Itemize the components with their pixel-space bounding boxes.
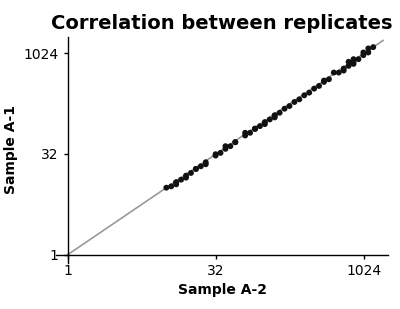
Point (311, 86, 317, 91)
Point (193, 167, 199, 171)
Point (222, 144, 229, 149)
Point (252, 126, 258, 131)
Point (301, 93, 308, 98)
Point (242, 130, 248, 135)
Point (355, 57, 362, 61)
Title: Correlation between replicates: Correlation between replicates (51, 14, 393, 33)
Point (360, 50, 366, 55)
Point (242, 133, 248, 138)
Point (173, 182, 179, 187)
Point (350, 61, 357, 66)
Point (193, 167, 199, 171)
Point (281, 106, 288, 111)
Point (291, 99, 298, 104)
Point (360, 53, 366, 57)
Point (257, 124, 263, 129)
Point (340, 66, 347, 71)
Point (350, 59, 357, 64)
Point (202, 162, 209, 167)
Point (222, 146, 229, 151)
Point (183, 173, 189, 178)
Point (321, 79, 327, 84)
Point (365, 46, 372, 51)
Point (350, 57, 357, 61)
Point (272, 113, 278, 118)
Point (217, 150, 224, 155)
Point (326, 77, 332, 82)
X-axis label: Sample A-2: Sample A-2 (178, 283, 266, 297)
Point (340, 68, 347, 73)
Point (331, 70, 337, 75)
Point (365, 50, 372, 55)
Point (178, 177, 184, 182)
Point (336, 70, 342, 75)
Point (183, 175, 189, 180)
Point (276, 110, 283, 115)
Point (316, 83, 322, 88)
Point (262, 120, 268, 125)
Point (345, 63, 352, 68)
Point (262, 122, 268, 127)
Point (163, 185, 170, 190)
Point (168, 184, 174, 189)
Point (252, 126, 258, 131)
Point (272, 115, 278, 120)
Point (232, 140, 238, 145)
Point (173, 180, 179, 185)
Point (370, 44, 376, 49)
Point (252, 126, 258, 131)
Point (212, 152, 219, 157)
Point (272, 113, 278, 118)
Point (202, 160, 209, 165)
Point (188, 171, 194, 176)
Point (232, 140, 238, 145)
Point (227, 144, 234, 149)
Point (286, 104, 293, 108)
Point (212, 153, 219, 158)
Y-axis label: Sample A-1: Sample A-1 (4, 105, 18, 194)
Point (266, 117, 273, 122)
Point (345, 59, 352, 64)
Point (296, 97, 302, 102)
Point (306, 90, 312, 95)
Point (198, 164, 204, 169)
Point (247, 130, 253, 135)
Point (321, 78, 327, 83)
Point (173, 180, 179, 185)
